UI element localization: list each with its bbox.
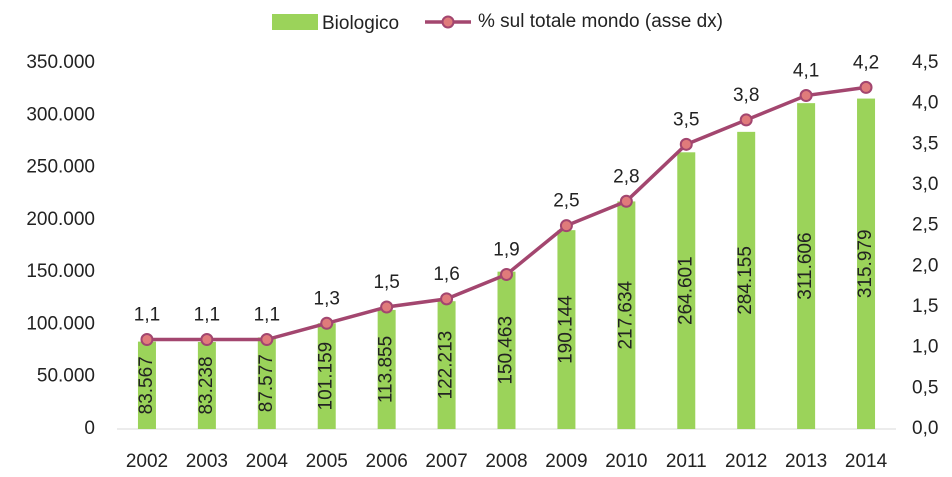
- line-marker: [140, 333, 154, 347]
- bar: [677, 152, 696, 429]
- y-tick-label: 300.000: [26, 104, 95, 125]
- line-marker: [679, 137, 693, 151]
- line-marker: [500, 267, 513, 281]
- line-marker: [799, 89, 813, 103]
- y-tick-label: 0: [84, 418, 95, 439]
- line-value-label: 1,9: [493, 239, 519, 260]
- bar-value-label: 217.634: [615, 280, 636, 349]
- line-value-label: 2,5: [553, 191, 579, 212]
- y-tick-label: 100.000: [26, 313, 95, 334]
- x-tick-label: 2009: [545, 451, 587, 472]
- bar-value-label: 122.213: [436, 331, 457, 400]
- bar: [137, 341, 156, 429]
- legend-label: Biologico: [322, 13, 399, 34]
- bar-value-label: 101.159: [316, 342, 337, 411]
- line-marker: [559, 219, 573, 233]
- y-tick-label: 200.000: [26, 209, 95, 230]
- x-tick-label: 2007: [425, 451, 467, 472]
- x-tick-label: 2002: [126, 451, 168, 472]
- line-marker: [859, 80, 873, 94]
- x-tick-label: 2004: [246, 451, 289, 472]
- bar: [797, 103, 816, 429]
- line-marker: [200, 333, 214, 347]
- bar: [317, 323, 336, 429]
- line-marker: [260, 333, 274, 347]
- y-tick-label: 350.000: [26, 52, 95, 73]
- bar: [557, 230, 576, 429]
- bar-value-label: 190.144: [555, 295, 576, 364]
- line-value-label: 1,5: [373, 272, 399, 293]
- line-marker: [739, 113, 753, 127]
- x-tick-label: 2006: [366, 451, 408, 472]
- bar-value-label: 113.855: [376, 336, 397, 403]
- y2-tick-label: 3,0: [912, 174, 938, 195]
- y2-tick-label: 4,5: [912, 52, 938, 73]
- bar-value-label: 311.606: [795, 232, 816, 299]
- line-value-label: 1,1: [194, 305, 220, 326]
- line-marker: [619, 194, 633, 208]
- y2-tick-label: 3,5: [912, 133, 938, 154]
- x-tick-label: 2005: [306, 451, 348, 472]
- bar-value-label: 264.601: [675, 256, 696, 325]
- y-tick-label: 150.000: [26, 261, 95, 282]
- bar: [197, 341, 216, 429]
- line-marker: [380, 300, 394, 314]
- x-tick-label: 2011: [666, 451, 707, 472]
- y2-tick-label: 4,0: [912, 93, 938, 114]
- line-value-label: 4,1: [793, 61, 819, 82]
- bar: [857, 98, 876, 430]
- y-tick-label: 50.000: [37, 366, 95, 387]
- line-value-label: 1,1: [134, 305, 160, 326]
- y-tick-label: 250.000: [26, 157, 95, 178]
- line-value-label: 1,6: [433, 264, 459, 285]
- x-tick-label: 2012: [725, 451, 767, 472]
- bar: [437, 301, 456, 429]
- bar-value-label: 315.979: [855, 229, 876, 298]
- bar-value-label: 87.577: [256, 354, 277, 412]
- line-marker: [320, 316, 334, 330]
- y2-tick-label: 1,5: [912, 296, 938, 317]
- line-marker: [440, 292, 454, 306]
- bar: [737, 131, 756, 430]
- line-value-label: 3,5: [673, 109, 699, 130]
- y2-tick-label: 2,0: [912, 255, 938, 276]
- y2-tick-label: 0,5: [912, 377, 938, 398]
- x-tick-label: 2003: [186, 451, 228, 472]
- line-value-label: 4,2: [853, 52, 879, 73]
- bar: [377, 309, 396, 429]
- y2-tick-label: 1,0: [912, 337, 938, 358]
- x-tick-label: 2010: [605, 451, 647, 472]
- bar: [257, 337, 276, 429]
- x-tick-label: 2008: [485, 451, 527, 472]
- y2-tick-label: 2,5: [912, 215, 938, 236]
- legend-swatch: [272, 14, 318, 30]
- line-value-label: 1,3: [314, 288, 340, 309]
- x-tick-label: 2013: [785, 451, 827, 472]
- y2-tick-label: 0,0: [912, 418, 938, 439]
- bar-value-label: 150.463: [496, 316, 517, 385]
- line-value-label: 2,8: [613, 166, 639, 187]
- bar-value-label: 284.155: [735, 246, 756, 315]
- line-value-label: 3,8: [733, 85, 759, 106]
- bar: [497, 271, 516, 429]
- line-value-label: 1,1: [254, 305, 280, 326]
- legend-label: % sul totale mondo (asse dx): [478, 11, 723, 32]
- bar-value-label: 83.238: [196, 356, 217, 414]
- x-tick-label: 2014: [845, 451, 888, 472]
- legend-marker: [441, 15, 455, 29]
- bar-value-label: 83.567: [136, 356, 157, 414]
- bar: [617, 201, 636, 429]
